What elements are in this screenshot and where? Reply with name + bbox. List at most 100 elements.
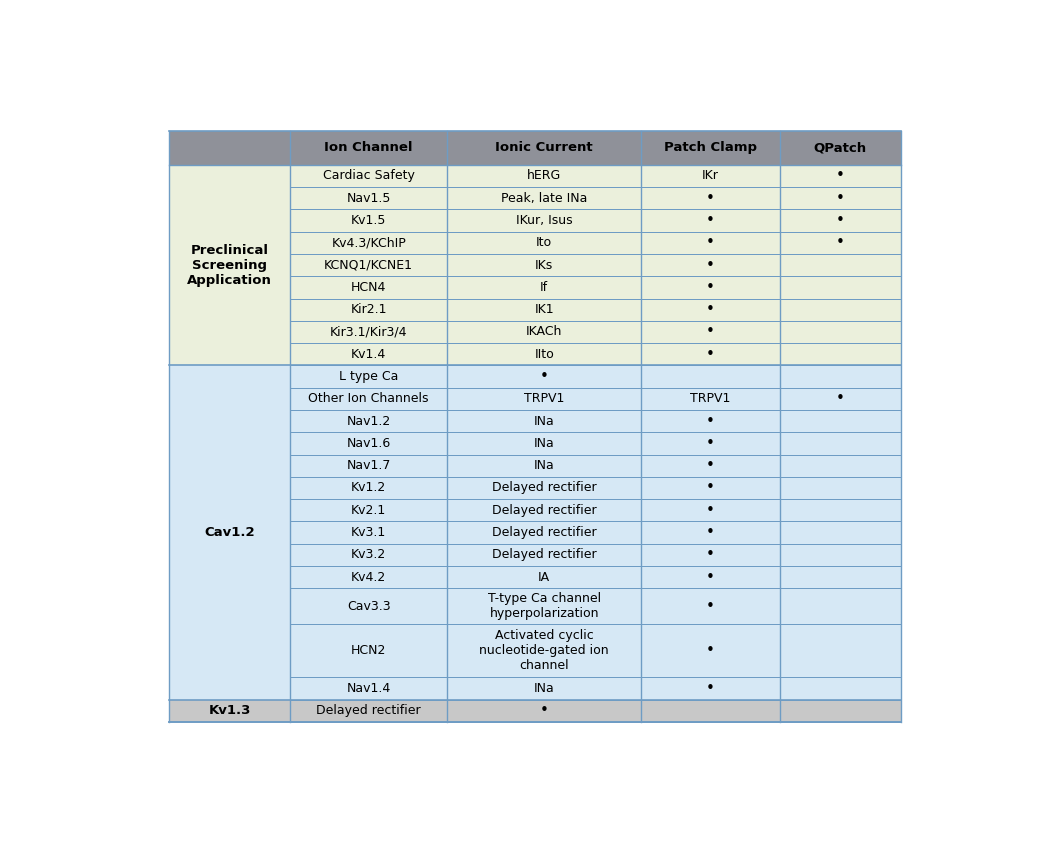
Text: Kv1.3: Kv1.3 — [209, 704, 251, 717]
Text: HCN4: HCN4 — [351, 281, 386, 294]
Text: TRPV1: TRPV1 — [690, 392, 731, 405]
Text: L type Ca: L type Ca — [339, 370, 399, 383]
Text: Nav1.7: Nav1.7 — [347, 459, 390, 472]
Text: IIto: IIto — [535, 348, 554, 360]
Text: T-type Ca channel
hyperpolarization: T-type Ca channel hyperpolarization — [488, 592, 600, 620]
Bar — [169, 365, 290, 700]
Text: Kv2.1: Kv2.1 — [351, 504, 386, 517]
Text: •: • — [706, 570, 715, 585]
Bar — [290, 499, 901, 522]
Text: hERG: hERG — [527, 170, 562, 182]
Text: Kv1.2: Kv1.2 — [351, 481, 386, 495]
Text: Kv1.4: Kv1.4 — [351, 348, 386, 360]
Text: •: • — [540, 703, 549, 718]
Text: •: • — [706, 191, 715, 206]
Text: Delayed rectifier: Delayed rectifier — [316, 704, 421, 717]
Bar — [290, 344, 901, 365]
Bar — [290, 432, 901, 455]
Bar — [290, 678, 901, 700]
Bar — [290, 624, 901, 678]
Text: INa: INa — [533, 459, 554, 472]
Text: •: • — [706, 436, 715, 451]
Text: •: • — [836, 169, 845, 183]
Text: •: • — [706, 324, 715, 339]
Text: •: • — [706, 414, 715, 429]
Text: INa: INa — [533, 437, 554, 450]
Text: Kv3.1: Kv3.1 — [351, 526, 386, 539]
Text: IK1: IK1 — [535, 303, 554, 316]
Text: •: • — [836, 213, 845, 228]
Text: •: • — [706, 302, 715, 317]
Text: Peak, late INa: Peak, late INa — [501, 192, 588, 205]
Bar — [290, 165, 901, 187]
Text: Cav1.2: Cav1.2 — [205, 526, 255, 539]
Text: •: • — [836, 191, 845, 206]
Bar — [290, 365, 901, 387]
Bar — [290, 700, 901, 722]
Text: QPatch: QPatch — [814, 141, 867, 154]
Text: Kv1.5: Kv1.5 — [351, 214, 386, 227]
Text: Ion Channel: Ion Channel — [325, 141, 412, 154]
Bar — [169, 165, 290, 365]
Text: IKur, Isus: IKur, Isus — [516, 214, 572, 227]
Text: Delayed rectifier: Delayed rectifier — [492, 481, 596, 495]
Text: Cav3.3: Cav3.3 — [347, 599, 390, 613]
Text: •: • — [706, 525, 715, 540]
Bar — [290, 455, 901, 477]
Bar — [290, 410, 901, 432]
Text: IKr: IKr — [703, 170, 719, 182]
Text: Preclinical
Screening
Application: Preclinical Screening Application — [187, 244, 272, 287]
Text: Nav1.4: Nav1.4 — [347, 682, 390, 695]
Bar — [290, 231, 901, 254]
Text: •: • — [706, 547, 715, 562]
Text: •: • — [706, 480, 715, 495]
Text: Activated cyclic
nucleotide-gated ion
channel: Activated cyclic nucleotide-gated ion ch… — [479, 629, 609, 672]
Text: Cardiac Safety: Cardiac Safety — [323, 170, 414, 182]
Bar — [290, 544, 901, 566]
Text: Kir2.1: Kir2.1 — [351, 303, 387, 316]
Text: IKs: IKs — [536, 258, 553, 272]
Text: HCN2: HCN2 — [351, 644, 386, 657]
Text: •: • — [836, 392, 845, 406]
Bar — [290, 299, 901, 321]
Text: Nav1.6: Nav1.6 — [347, 437, 390, 450]
Bar — [169, 700, 290, 722]
Text: KCNQ1/KCNE1: KCNQ1/KCNE1 — [324, 258, 413, 272]
Text: •: • — [706, 598, 715, 614]
Text: Delayed rectifier: Delayed rectifier — [492, 526, 596, 539]
Text: Nav1.2: Nav1.2 — [347, 414, 390, 428]
Text: •: • — [540, 369, 549, 384]
Text: Delayed rectifier: Delayed rectifier — [492, 549, 596, 561]
Text: TRPV1: TRPV1 — [524, 392, 565, 405]
Text: Kir3.1/Kir3/4: Kir3.1/Kir3/4 — [330, 326, 407, 338]
Bar — [169, 131, 901, 165]
Text: Patch Clamp: Patch Clamp — [664, 141, 757, 154]
Text: If: If — [540, 281, 548, 294]
Text: •: • — [836, 235, 845, 251]
Text: Other Ion Channels: Other Ion Channels — [308, 392, 429, 405]
Bar — [290, 276, 901, 299]
Bar — [290, 254, 901, 276]
Text: •: • — [706, 643, 715, 658]
Text: •: • — [706, 347, 715, 362]
Text: •: • — [706, 458, 715, 473]
Bar — [290, 477, 901, 499]
Bar — [290, 321, 901, 344]
Text: Kv4.3/KChIP: Kv4.3/KChIP — [331, 236, 406, 249]
Text: INa: INa — [533, 682, 554, 695]
Text: Ito: Ito — [537, 236, 552, 249]
Text: •: • — [706, 235, 715, 251]
Bar — [290, 387, 901, 410]
Text: •: • — [706, 681, 715, 696]
Bar — [290, 187, 901, 209]
Bar — [290, 522, 901, 544]
Text: •: • — [706, 503, 715, 517]
Text: IA: IA — [538, 571, 550, 583]
Text: Nav1.5: Nav1.5 — [347, 192, 390, 205]
Bar — [290, 566, 901, 588]
Bar — [290, 588, 901, 624]
Text: Kv4.2: Kv4.2 — [351, 571, 386, 583]
Text: INa: INa — [533, 414, 554, 428]
Bar — [290, 209, 901, 231]
Text: IKACh: IKACh — [526, 326, 563, 338]
